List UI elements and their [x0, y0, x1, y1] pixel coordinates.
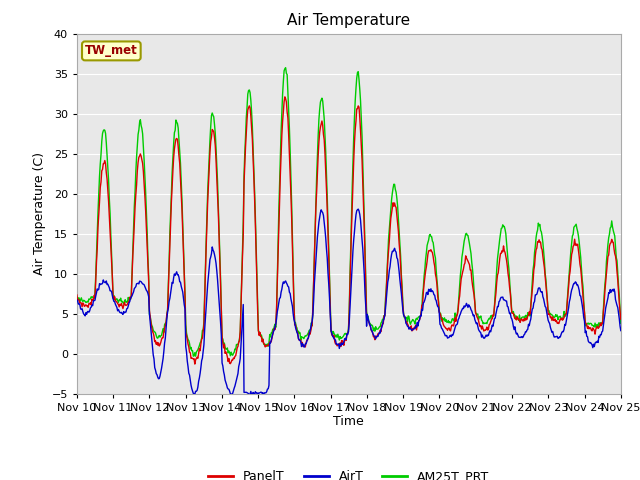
Text: TW_met: TW_met [85, 44, 138, 58]
Legend: PanelT, AirT, AM25T_PRT: PanelT, AirT, AM25T_PRT [203, 465, 495, 480]
Y-axis label: Air Temperature (C): Air Temperature (C) [33, 152, 46, 275]
X-axis label: Time: Time [333, 415, 364, 429]
Title: Air Temperature: Air Temperature [287, 13, 410, 28]
